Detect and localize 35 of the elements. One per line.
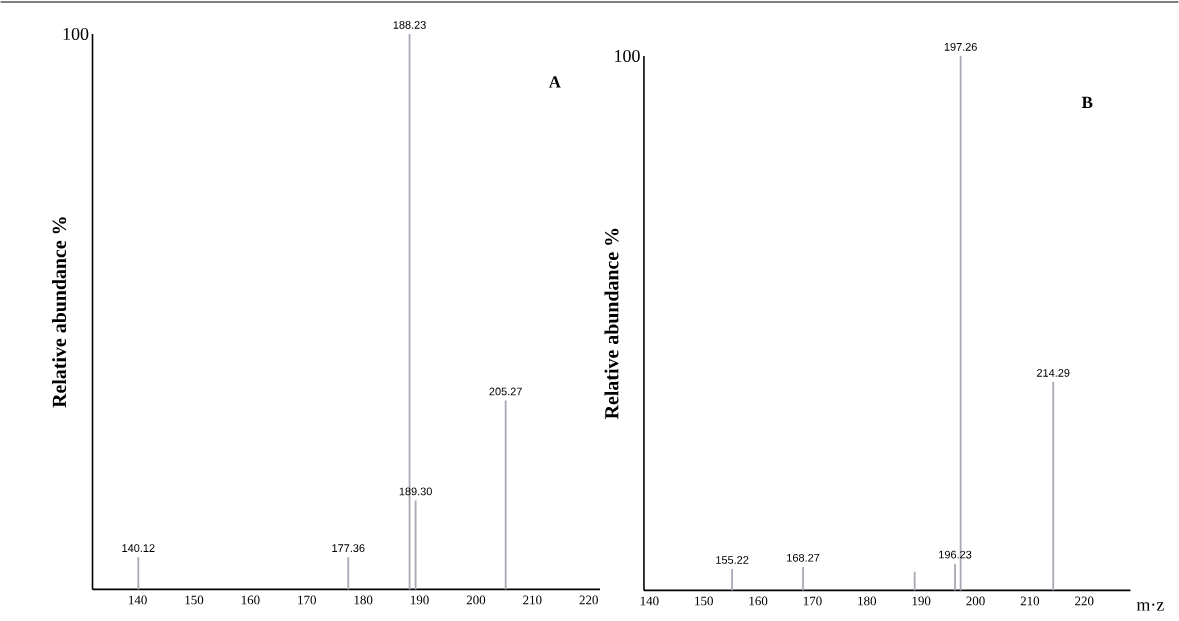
x-tick-label: 150 <box>695 596 713 606</box>
annotation: 189.30 <box>399 487 432 496</box>
y-axis-title: Relative abundance % <box>52 217 67 408</box>
annotation: 168.27 <box>787 553 820 562</box>
annotation: 197.26 <box>944 42 977 51</box>
annotation: 214.29 <box>1037 368 1070 377</box>
x-tick-label: 180 <box>354 595 373 605</box>
text: 100 <box>615 49 640 62</box>
x-tick-label: 210 <box>523 595 542 605</box>
x-tick-label: 140 <box>129 595 147 605</box>
text: 100 <box>63 27 89 40</box>
y-axis-title: Relative abundance % <box>604 228 619 419</box>
x-tick-label: 190 <box>410 595 429 605</box>
x-tick-label: 180 <box>858 596 877 606</box>
x-tick-label: 200 <box>466 595 486 605</box>
x-tick-label: 190 <box>912 596 931 606</box>
annotation: 188.23 <box>393 20 426 29</box>
annotation: 155.22 <box>716 555 749 564</box>
x-axis-title: m·z <box>1136 601 1164 611</box>
x-tick-label: 160 <box>749 596 768 606</box>
x-tick-label: 140 <box>640 596 659 606</box>
x-tick-label: 210 <box>1020 596 1040 606</box>
x-tick-label: 170 <box>803 596 822 606</box>
annotation: A <box>548 76 561 88</box>
annotation: 196.23 <box>939 550 972 559</box>
annotation: B <box>1081 96 1093 108</box>
annotation: 140.12 <box>122 544 155 552</box>
x-tick-label: 170 <box>298 595 316 605</box>
x-tick-label: 160 <box>241 595 260 605</box>
x-tick-label: 200 <box>966 596 985 606</box>
x-tick-label: 220 <box>579 595 598 605</box>
x-tick-label: 220 <box>1075 596 1094 606</box>
x-tick-label: 150 <box>185 595 204 605</box>
annotation: 205.27 <box>489 387 522 396</box>
annotation: 177.36 <box>332 544 365 552</box>
